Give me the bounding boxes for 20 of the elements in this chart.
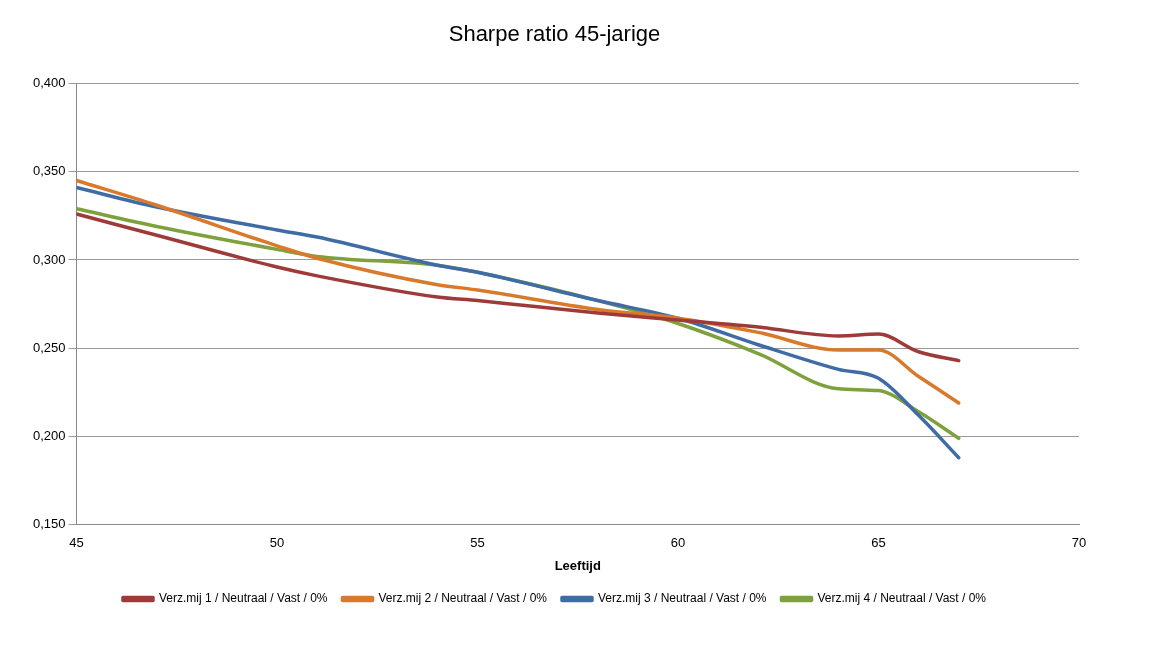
x-tick-label: 70 xyxy=(1071,535,1087,551)
line-series xyxy=(76,212,961,363)
x-tick-label: 50 xyxy=(269,535,285,551)
x-axis-title: Leeftijd xyxy=(554,557,601,573)
line-series xyxy=(76,178,961,405)
x-tick-label: 65 xyxy=(871,535,886,551)
y-tick-label: 0,350 xyxy=(32,163,66,179)
y-tick-label: 0,150 xyxy=(32,516,66,532)
legend-label: Verz.mij 3 / Neutraal / Vast / 0% xyxy=(598,591,767,606)
legend-label: Verz.mij 1 / Neutraal / Vast / 0% xyxy=(158,591,328,606)
y-tick-label: 0,300 xyxy=(32,251,66,267)
x-tick-label: 60 xyxy=(670,535,686,551)
chart-title: Sharpe ratio 45-jarige xyxy=(448,21,661,47)
legend-label: Verz.mij 2 / Neutraal / Vast / 0% xyxy=(378,591,548,606)
y-tick-label: 0,400 xyxy=(32,74,66,90)
y-tick-label: 0,250 xyxy=(32,339,66,355)
legend-label: Verz.mij 4 / Neutraal / Vast / 0% xyxy=(817,591,987,606)
x-tick-label: 55 xyxy=(470,535,485,551)
y-tick-label: 0,200 xyxy=(32,428,66,444)
x-tick-label: 45 xyxy=(69,535,84,551)
